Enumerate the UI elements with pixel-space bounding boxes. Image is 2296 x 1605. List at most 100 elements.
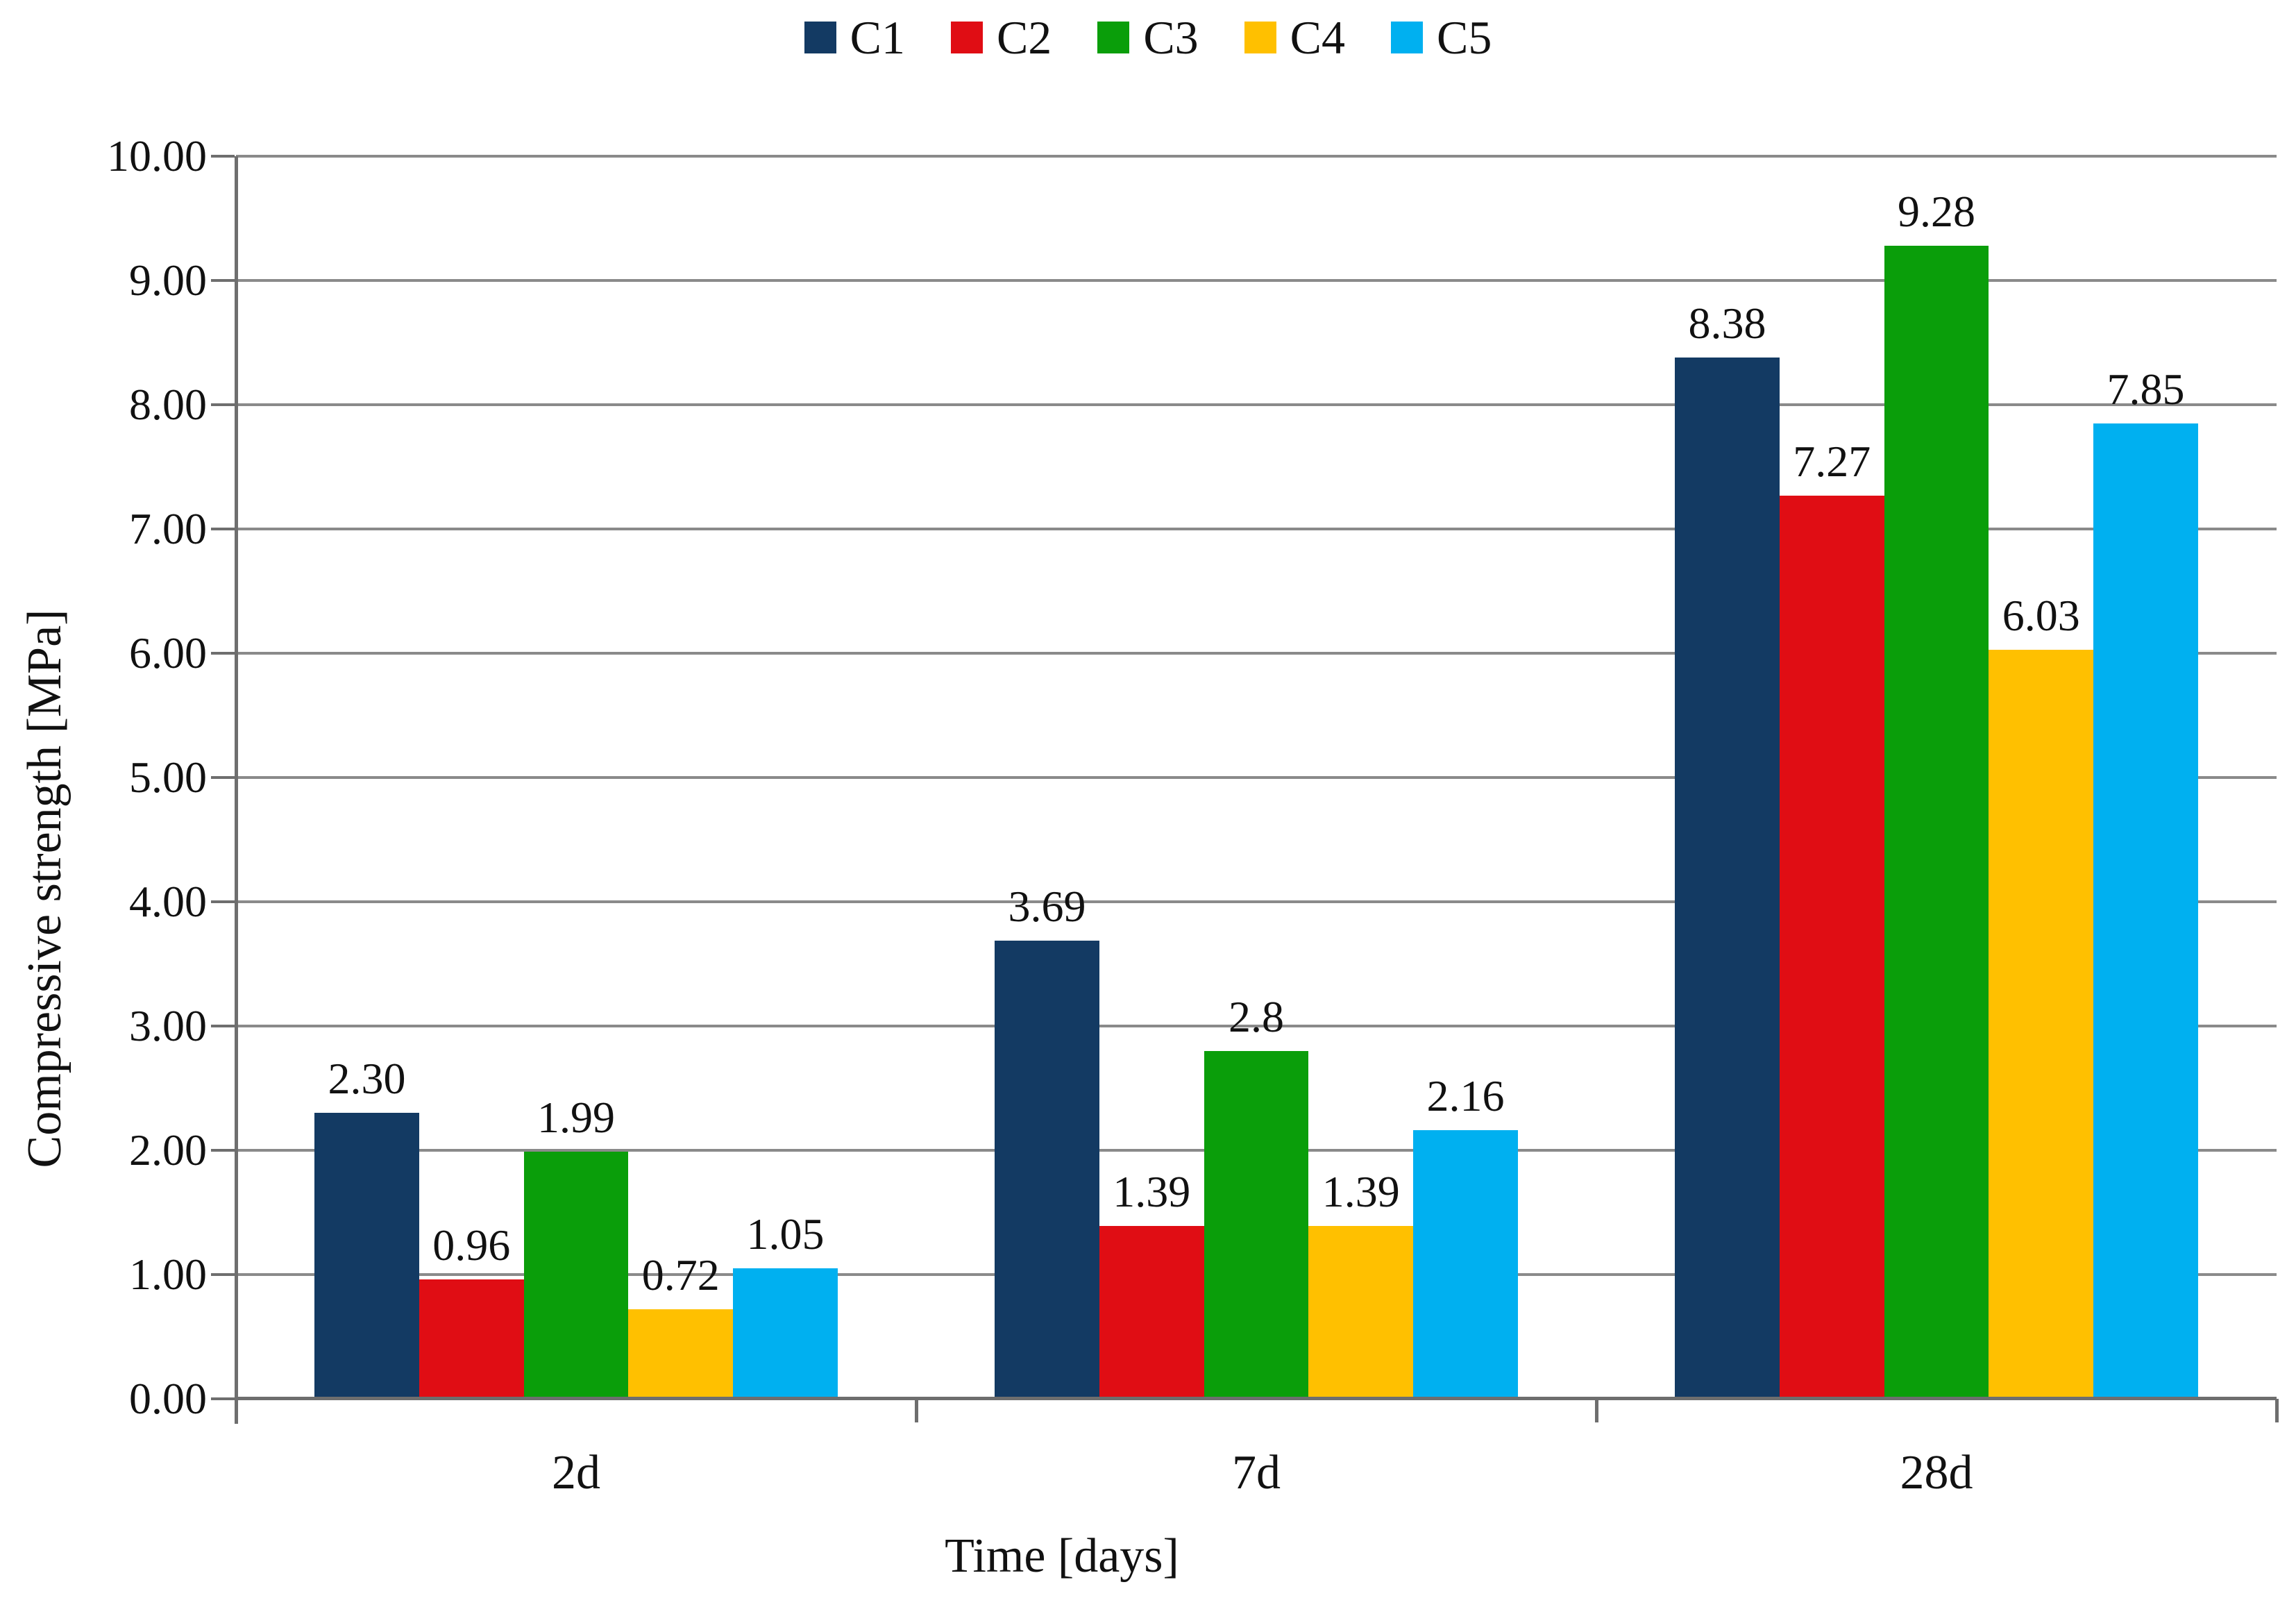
bar-value-label-C3-2d: 1.99 [537,1092,615,1142]
bar-slot-C1-7d: 3.69 [995,156,1099,1399]
legend-swatch-C4-icon [1244,22,1276,53]
gridline-6.00 [236,652,2277,655]
bar-C1-28d [1675,357,1780,1399]
y-tick-label-6.00: 6.00 [129,628,207,678]
bar-C2-28d [1779,495,1884,1399]
y-tick-label-10.00: 10.00 [107,131,207,180]
y-axis-tick-4.00 [211,900,235,903]
y-axis-tick-2.00 [211,1149,235,1152]
gridline-8.00 [236,403,2277,406]
bar-value-label-C1-2d: 2.30 [328,1054,406,1104]
bar-C1-2d [314,1113,419,1399]
legend-swatch-C2-icon [950,22,983,53]
bar-C4-28d [1989,649,2094,1399]
bar-C5-7d [1413,1130,1518,1399]
y-tick-label-4.00: 4.00 [129,877,207,926]
legend-label-C5: C5 [1437,11,1492,64]
legend-item-C1: C1 [804,14,905,61]
bar-slot-C3-7d: 2.8 [1204,156,1309,1399]
y-tick-label-2.00: 2.00 [129,1125,207,1175]
bar-value-label-C3-28d: 9.28 [1897,186,1975,236]
gridline-4.00 [236,900,2277,903]
legend-item-C3: C3 [1097,11,1199,64]
bar-slot-C2-2d: 0.96 [419,156,524,1399]
bar-C5-28d [2093,423,2198,1399]
bar-group-7d: 3.69 1.39 2.8 1.39 2.16 [995,156,1518,1399]
bar-value-label-C4-7d: 1.39 [1322,1167,1400,1217]
bar-C2-2d [419,1279,524,1399]
bar-C3-28d [1884,245,1989,1399]
legend-swatch-C1-icon [804,22,836,53]
legend-label-C3: C3 [1143,11,1199,64]
bar-C2-7d [1099,1226,1204,1399]
x-category-label-2d: 2d [552,1446,600,1499]
bar-slot-C5-7d: 2.16 [1413,156,1518,1399]
bar-slot-C3-28d: 9.28 [1884,156,1989,1399]
bar-C3-2d [523,1151,629,1399]
bar-value-label-C4-2d: 0.72 [641,1250,720,1300]
bar-value-label-C4-28d: 6.03 [2002,590,2080,640]
bar-C3-7d [1204,1050,1309,1399]
x-axis-boundary-tick-2 [1595,1399,1598,1422]
legend-item-C4: C4 [1244,14,1345,61]
bar-group-2d: 2.30 0.96 1.99 0.72 1.05 [314,156,838,1399]
bar-C1-7d [995,940,1099,1399]
bar-value-label-C2-28d: 7.27 [1793,436,1871,486]
y-axis-tick-1.00 [211,1273,235,1276]
x-axis-line [236,1397,2277,1400]
bar-slot-C3-2d: 1.99 [523,156,629,1399]
bar-slot-C1-2d: 2.30 [314,156,419,1399]
y-tick-label-7.00: 7.00 [129,504,207,553]
x-axis-boundary-tick-3 [2275,1399,2279,1422]
legend-item-C5: C5 [1391,14,1492,61]
y-tick-label-8.00: 8.00 [129,380,207,429]
bar-slot-C5-2d: 1.05 [733,156,838,1399]
y-tick-label-9.00: 9.00 [129,255,207,305]
y-tick-label-5.00: 5.00 [129,753,207,802]
y-axis-tick-7.00 [211,528,235,530]
legend-item-C2: C2 [950,11,1052,64]
y-axis-tick-8.00 [211,403,235,406]
y-axis-tick-5.00 [211,776,235,779]
bar-slot-C2-28d: 7.27 [1779,156,1884,1399]
gridline-10.00 [236,155,2277,158]
gridline-7.00 [236,528,2277,530]
bar-C4-2d [628,1309,734,1399]
y-tick-label-1.00: 1.00 [129,1250,207,1299]
y-axis-tick-10.00 [211,155,235,158]
chart-legend: C1 C2 C3 C4 C5 [0,14,2296,61]
x-axis-boundary-tick-1 [915,1399,918,1422]
y-axis-tick-9.00 [211,279,235,282]
bar-value-label-C2-7d: 1.39 [1113,1167,1191,1217]
gridline-5.00 [236,776,2277,779]
bar-slot-C4-2d: 0.72 [628,156,734,1399]
y-axis-tick-6.00 [211,652,235,655]
y-axis-line [235,156,238,1424]
bar-value-label-C5-28d: 7.85 [2107,364,2185,414]
legend-swatch-C3-icon [1097,22,1130,53]
y-axis-tick-0.00 [211,1397,235,1400]
bar-value-label-C5-7d: 2.16 [1426,1071,1505,1121]
gridline-3.00 [236,1025,2277,1027]
x-category-label-28d: 28d [1900,1446,1973,1499]
x-category-label-7d: 7d [1232,1446,1281,1499]
y-axis-tick-3.00 [211,1025,235,1027]
bar-value-label-C3-7d: 2.8 [1228,991,1284,1041]
bar-value-label-C1-7d: 3.69 [1008,881,1086,931]
legend-swatch-C5-icon [1391,22,1424,53]
bar-C5-2d [733,1268,838,1399]
bar-value-label-C5-2d: 1.05 [746,1209,825,1259]
bar-slot-C2-7d: 1.39 [1099,156,1204,1399]
plot-area: 2.30 0.96 1.99 0.72 1.05 3.69 1.39 2.8 1.39 2.16 8… [211,155,2279,1424]
y-tick-label-3.00: 3.00 [129,1001,207,1050]
y-tick-label-0.00: 0.00 [129,1374,207,1423]
gridline-9.00 [236,279,2277,282]
bar-group-28d: 8.38 7.27 9.28 6.03 7.85 [1675,156,2198,1399]
bar-C4-7d [1308,1226,1414,1399]
legend-label-C4: C4 [1290,11,1346,64]
legend-label-C2: C2 [996,11,1052,64]
bar-slot-C5-28d: 7.85 [2093,156,2198,1399]
x-axis-boundary-tick-0 [235,1399,238,1422]
bar-value-label-C2-2d: 0.96 [432,1220,511,1270]
